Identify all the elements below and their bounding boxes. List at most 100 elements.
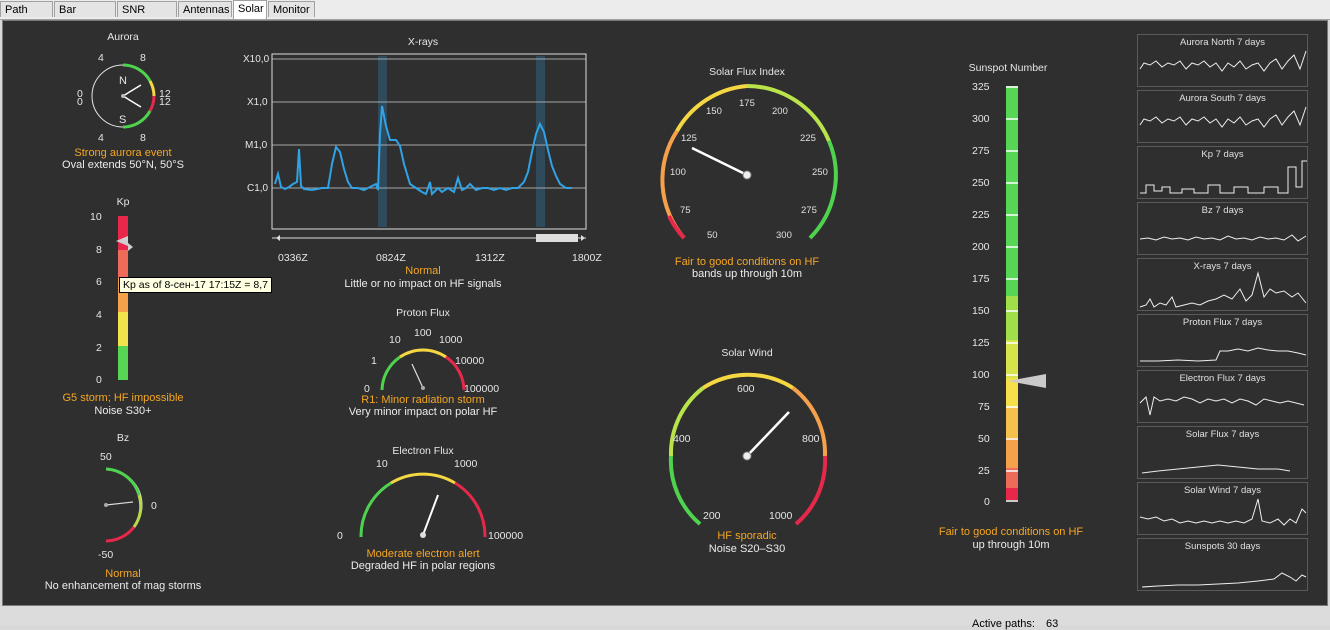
xrays-detail: Little or no impact on HF signals [344,278,502,290]
sunspot-tick-25: 25 [978,465,990,477]
aurora-tick-8-bottom: 8 [140,132,146,144]
sfi-tick-250: 250 [812,167,828,178]
bz-tick-0: 0 [151,500,157,512]
tab-antennas[interactable]: Antennas [178,1,232,17]
aurora-tick-0-a: 0 [77,88,83,100]
kp-tick-10: 10 [90,211,102,223]
tab-monitor[interactable]: Monitor [268,1,315,17]
sfi-tick-125: 125 [681,133,697,144]
sfi-status: Fair to good conditions on HF [674,256,820,268]
xrays-level-x1: X1,0 [247,97,268,108]
xrays-time-3: 1312Z [475,252,505,264]
sfi-tick-50: 50 [707,230,718,241]
tab-bar: Path Grid Bar Charts SNR Chart Antennas … [0,0,1330,32]
wind-title: Solar Wind [721,347,773,359]
sunspot-status: Fair to good conditions on HF [938,526,1084,538]
mini-chart-xrays[interactable]: X-rays 7 days [1137,258,1308,311]
kp-tick-6: 6 [96,276,102,288]
mini-chart-solar-flux[interactable]: Solar Flux 7 days [1137,426,1308,479]
bz-tick-50: 50 [100,451,112,463]
proton-tick-1: 1 [371,355,377,367]
aurora-status: Strong aurora event [74,147,172,159]
sunspot-tick-300: 300 [972,113,990,125]
mini-chart-aurora-south[interactable]: Aurora South 7 days [1137,90,1308,143]
proton-title: Proton Flux [396,307,450,319]
wind-tick-400: 400 [673,433,691,445]
tab-bar-charts[interactable]: Bar Charts [54,1,116,32]
sunspot-detail: up through 10m [972,539,1050,551]
kp-status: G5 storm; HF impossible [62,392,184,404]
aurora-south-label: S [119,114,127,126]
mini-chart-solar-wind[interactable]: Solar Wind 7 days [1137,482,1308,535]
tab-snr-chart[interactable]: SNR Chart [117,1,177,32]
sunspot-tick-200: 200 [972,241,990,253]
active-paths-label: Active paths: [972,618,1035,630]
electron-title: Electron Flux [392,445,454,457]
wind-tick-200: 200 [703,510,721,522]
mini-chart-title: Bz 7 days [1201,205,1244,216]
sunspot-tick-325: 325 [972,81,990,93]
sunspot-title: Sunspot Number [968,62,1048,74]
bz-tick-minus50: -50 [98,549,114,561]
wind-tick-800: 800 [802,433,820,445]
aurora-tick-4-top: 4 [98,52,104,64]
mini-chart-proton[interactable]: Proton Flux 7 days [1137,314,1308,367]
kp-detail: Noise S30+ [94,405,152,417]
mini-chart-title: Sunspots 30 days [1184,541,1261,552]
sunspot-tick-150: 150 [972,305,990,317]
kp-bar [116,216,133,380]
kp-tooltip: Kp as of 8-сен-17 17:15Z = 8,7 [119,277,273,293]
aurora-tick-12-a: 12 [159,88,171,100]
aurora-title: Aurora [107,31,139,43]
proton-status: R1: Minor radiation storm [361,394,485,406]
electron-tick-100000: 100000 [488,530,524,542]
electron-tick-0: 0 [337,530,343,542]
proton-tick-100000: 100000 [464,383,500,395]
sunspot-tick-50: 50 [978,433,990,445]
wind-detail: Noise S20–S30 [708,543,786,555]
proton-tick-10: 10 [389,334,401,346]
electron-gauge [359,472,487,538]
sfi-tick-100: 100 [670,167,686,178]
mini-chart-title: X-rays 7 days [1193,261,1252,272]
sfi-tick-225: 225 [800,133,816,144]
sfi-detail: bands up through 10m [691,268,803,280]
mini-chart-title: Kp 7 days [1201,149,1244,160]
mini-chart-kp[interactable]: Kp 7 days [1137,146,1308,199]
xrays-status: Normal [405,265,441,277]
kp-tick-0: 0 [96,374,102,386]
aurora-tick-8-top: 8 [140,52,146,64]
mini-chart-bz[interactable]: Bz 7 days [1137,202,1308,255]
xrays-time-4: 1800Z [572,252,602,264]
proton-tick-10000: 10000 [455,355,485,367]
aurora-north-label: N [119,75,127,87]
kp-tick-2: 2 [96,342,102,354]
aurora-detail: Oval extends 50°N, 50°S [62,159,184,171]
mini-chart-electron[interactable]: Electron Flux 7 days [1137,370,1308,423]
tab-path-grid[interactable]: Path Grid [0,1,53,32]
wind-tick-1000: 1000 [769,510,793,522]
tab-solar[interactable]: Solar [233,0,267,19]
mini-chart-title: Proton Flux 7 days [1182,317,1263,328]
status-bar: Active paths: 63 [0,606,1330,630]
mini-chart-title: Electron Flux 7 days [1179,373,1266,384]
proton-tick-100: 100 [414,327,432,339]
sunspot-tick-100: 100 [972,369,990,381]
sfi-tick-150: 150 [706,106,722,117]
sunspot-tick-175: 175 [972,273,990,285]
electron-status: Moderate electron alert [366,548,480,560]
aurora-tick-0-b: 0 [77,96,83,108]
mini-chart-title: Aurora North 7 days [1179,37,1265,48]
sunspot-tick-75: 75 [978,401,990,413]
bz-detail: No enhancement of mag storms [44,580,202,592]
active-paths-value: 63 [1046,618,1059,630]
mini-chart-sunspots[interactable]: Sunspots 30 days [1137,538,1308,591]
sfi-tick-300: 300 [776,230,792,241]
electron-detail: Degraded HF in polar regions [350,560,496,572]
sunspot-bar [1006,86,1046,502]
bz-title: Bz [116,432,130,444]
mini-chart-title: Aurora South 7 days [1179,93,1266,104]
sunspot-tick-225: 225 [972,209,990,221]
xrays-time-2: 0824Z [376,252,406,264]
mini-chart-aurora-north[interactable]: Aurora North 7 days [1137,34,1308,87]
